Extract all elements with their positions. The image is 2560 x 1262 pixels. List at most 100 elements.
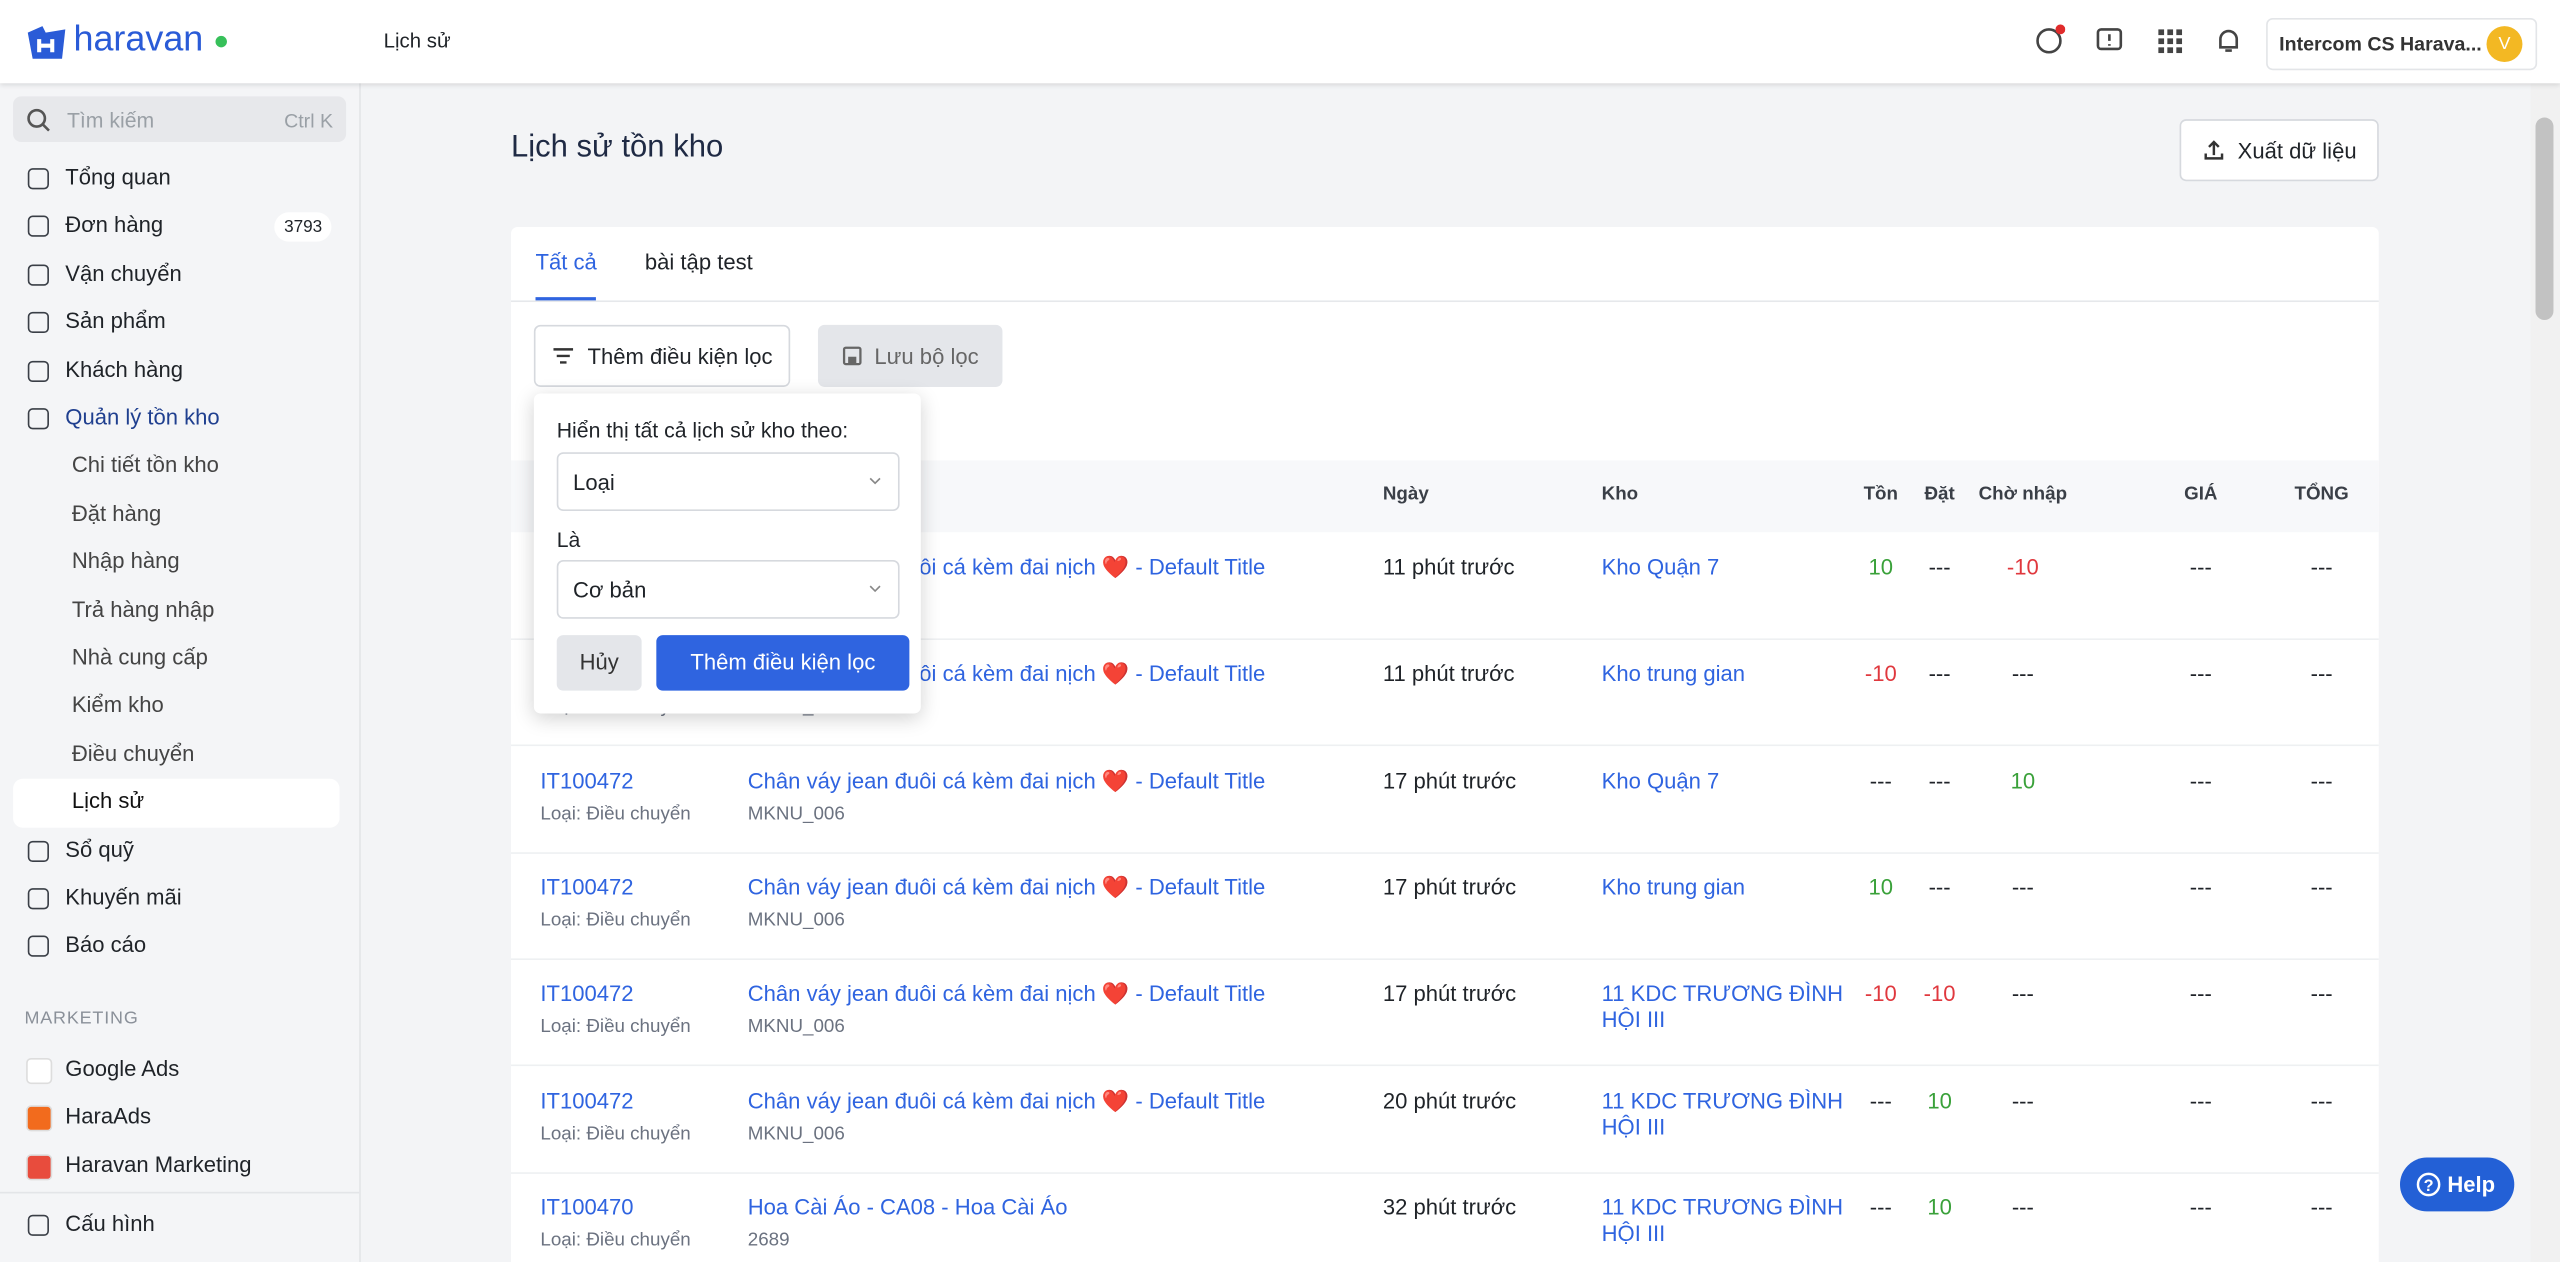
icon-apps[interactable]	[2153, 24, 2186, 57]
qty-dat: ---	[1928, 874, 1951, 900]
product-link[interactable]: Chân váy jean đuôi cá kèm đai nịch ❤️ - …	[747, 981, 1266, 1007]
logo-icon	[27, 26, 66, 59]
nav-subitem[interactable]: Điều chuyển	[71, 740, 195, 766]
icon-feedback[interactable]	[2093, 24, 2126, 57]
qty-dat: ---	[1928, 768, 1951, 793]
add-filter-label: Thêm điều kiện lọc	[587, 343, 773, 369]
user-menu[interactable]: Intercom CS Harava... V	[2266, 17, 2538, 71]
operator-label: Là	[556, 527, 581, 552]
nav-item[interactable]: Sản phẩm	[65, 308, 166, 334]
nav-item[interactable]: Quản lý tồn kho	[65, 404, 220, 430]
warehouse-link[interactable]: Kho trung gian	[1601, 661, 1746, 687]
save-filter-button[interactable]: Lưu bộ lọc	[817, 324, 1003, 387]
nav-subitem[interactable]: Lịch sử	[71, 788, 145, 814]
tab-divider	[511, 300, 2379, 303]
help-icon: ?	[2416, 1172, 2441, 1197]
nav-subitem[interactable]: Chi tiết tồn kho	[71, 452, 219, 478]
qty-tong: ---	[2310, 874, 2333, 900]
warehouse-link[interactable]: Kho Quận 7	[1601, 555, 1720, 580]
warehouse-link[interactable]: Kho trung gian	[1601, 874, 1746, 900]
filter-icon	[553, 348, 573, 364]
qty-ton: 10	[1868, 874, 1894, 900]
nav-item[interactable]: Đơn hàng	[65, 212, 164, 238]
qty-tong: ---	[2310, 1194, 2333, 1220]
search-icon	[27, 108, 50, 132]
date: 17 phút trước	[1382, 768, 1517, 793]
transfer-code[interactable]: IT100472	[540, 768, 634, 793]
export-button[interactable]: Xuất dữ liệu	[2179, 119, 2379, 182]
app-item[interactable]: HaraAds	[65, 1104, 152, 1129]
scrollbar-thumb[interactable]	[2535, 117, 2554, 320]
nav-icon	[27, 840, 49, 862]
warehouse-link[interactable]: 11 KDC TRƯƠNG ĐÌNH HỘI III	[1601, 1088, 1844, 1139]
nav-subitem[interactable]: Trả hàng nhập	[71, 596, 215, 622]
search-shortcut: Ctrl K	[284, 109, 334, 133]
product-link[interactable]: Hoa Cài Áo - CA08 - Hoa Cài Áo	[747, 1194, 1068, 1220]
save-filter-label: Lưu bộ lọc	[874, 343, 979, 369]
column-header: Tồn	[1863, 484, 1899, 505]
sku: MKNU_006	[747, 1124, 845, 1144]
product-link[interactable]: Chân váy jean đuôi cá kèm đai nịch ❤️ - …	[747, 768, 1266, 793]
qty-tong: ---	[2310, 1088, 2333, 1113]
qty-gia: ---	[2189, 661, 2212, 687]
warehouse-link[interactable]: 11 KDC TRƯƠNG ĐÌNH HỘI III	[1601, 1194, 1844, 1246]
column-header: Chờ nhập	[1978, 484, 2068, 505]
nav-item[interactable]: Sổ quỹ	[65, 836, 134, 862]
help-button[interactable]: ? Help	[2399, 1157, 2515, 1212]
user-name: Intercom CS Harava...	[2279, 32, 2482, 56]
search-box[interactable]: Tìm kiếm Ctrl K	[13, 96, 347, 143]
nav-subitem[interactable]: Đặt hàng	[71, 500, 162, 526]
nav-item[interactable]: Vận chuyển	[65, 260, 182, 286]
transfer-code[interactable]: IT100472	[540, 874, 634, 900]
qty-gia: ---	[2189, 768, 2212, 793]
app-icon	[26, 1105, 53, 1133]
settings-item[interactable]: Cấu hình	[65, 1211, 155, 1236]
icon-bell[interactable]	[2212, 24, 2245, 57]
field-select[interactable]: Loại	[556, 452, 900, 512]
sidebar: Tìm kiếm Ctrl K Tổng quan Đơn hàng 3793 Vận…	[0, 83, 361, 1262]
qty-cho-nhap: -10	[2006, 555, 2039, 580]
transfer-code[interactable]: IT100472	[540, 1088, 634, 1113]
chevron	[869, 477, 881, 485]
help-label: Help	[2447, 1172, 2496, 1197]
nav-item[interactable]: Khách hàng	[65, 356, 183, 382]
nav-icon	[27, 360, 49, 382]
qty-cho-nhap: ---	[2011, 1088, 2034, 1113]
transfer-code[interactable]: IT100472	[540, 981, 634, 1007]
tab[interactable]: bài tập test	[644, 249, 753, 275]
warehouse-link[interactable]: 11 KDC TRƯƠNG ĐÌNH HỘI III	[1601, 981, 1844, 1033]
date: 17 phút trước	[1382, 981, 1517, 1007]
value-select[interactable]: Cơ bản	[556, 559, 900, 619]
nav-item[interactable]: Tổng quan	[65, 164, 171, 190]
nav-subitem[interactable]: Nhập hàng	[71, 548, 180, 574]
product-link[interactable]: Chân váy jean đuôi cá kèm đai nịch ❤️ - …	[747, 874, 1266, 900]
nav-item[interactable]: Báo cáo	[65, 932, 147, 958]
qty-gia: ---	[2189, 1194, 2212, 1220]
svg-text:?: ?	[2424, 1177, 2434, 1195]
app-item[interactable]: Google Ads	[65, 1056, 180, 1081]
date: 32 phút trước	[1382, 1194, 1517, 1220]
nav-subitem[interactable]: Nhà cung cấp	[71, 644, 208, 670]
breadcrumb[interactable]: Lịch sử	[383, 29, 451, 53]
tab[interactable]: Tất cả	[535, 249, 597, 275]
scrollbar[interactable]	[2530, 83, 2560, 1262]
nav-item[interactable]: Khuyến mãi	[65, 884, 182, 910]
column-header: Ngày	[1382, 484, 1429, 505]
search-placeholder: Tìm kiếm	[66, 107, 155, 133]
app-item[interactable]: Haravan Marketing	[65, 1152, 252, 1177]
date: 17 phút trước	[1382, 874, 1517, 900]
qty-ton: ---	[1869, 1088, 1892, 1113]
product-link[interactable]: Chân váy jean đuôi cá kèm đai nịch ❤️ - …	[747, 1088, 1266, 1113]
row-divider	[511, 1064, 2379, 1067]
submit-button[interactable]: Thêm điều kiện lọc	[656, 635, 910, 691]
cancel-button[interactable]: Hủy	[556, 635, 642, 691]
transfer-code[interactable]: IT100470	[540, 1194, 634, 1220]
warehouse-link[interactable]: Kho Quận 7	[1601, 768, 1720, 793]
sku: MKNU_006	[747, 1017, 845, 1038]
date: 11 phút trước	[1382, 555, 1515, 580]
nav-subitem[interactable]: Kiểm kho	[71, 692, 164, 718]
add-filter-button[interactable]: Thêm điều kiện lọc	[533, 324, 791, 387]
icon-sync[interactable]	[2033, 24, 2066, 57]
